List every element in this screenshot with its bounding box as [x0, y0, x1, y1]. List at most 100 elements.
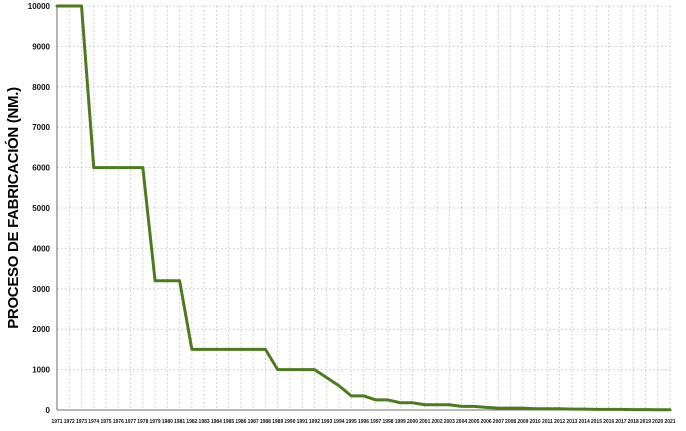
x-tick-label: 2018 — [628, 419, 639, 425]
x-tick-label: 2014 — [579, 419, 590, 425]
data-point — [411, 401, 414, 404]
x-tick-label: 2006 — [481, 419, 492, 425]
x-tick-label: 2016 — [603, 419, 614, 425]
data-point — [68, 5, 71, 7]
x-tick-label: 1991 — [297, 419, 308, 425]
data-point — [374, 399, 377, 401]
series — [55, 4, 672, 412]
data-point — [595, 408, 598, 411]
data-point — [129, 166, 132, 169]
y-tick-label: 5000 — [32, 204, 50, 213]
x-tick-label: 1981 — [174, 419, 185, 425]
data-point — [644, 408, 647, 411]
data-point — [227, 348, 230, 351]
data-point — [362, 395, 365, 397]
x-tick-label: 1996 — [358, 419, 369, 425]
data-point — [350, 395, 353, 397]
x-tick-label: 1984 — [211, 419, 222, 425]
x-tick-label: 1980 — [162, 419, 173, 425]
y-tick-labels: 0 1000 2000 3000 4000 5000 6000 7000 8000 9000 100… — [28, 2, 51, 415]
data-point — [485, 406, 487, 409]
data-point — [522, 407, 524, 409]
data-point — [215, 348, 218, 351]
data-point — [264, 348, 267, 351]
x-tick-label: 1995 — [346, 419, 357, 425]
x-tick-label: 2017 — [615, 419, 626, 425]
data-point — [105, 166, 107, 169]
x-tick-label: 2021 — [664, 419, 675, 425]
data-point — [191, 348, 193, 351]
x-tick-label: 1975 — [100, 419, 111, 425]
data-point — [546, 407, 549, 410]
x-tick-label: 1986 — [235, 419, 246, 425]
data-point — [460, 405, 463, 408]
data-point — [558, 407, 561, 410]
data-point — [178, 279, 181, 282]
data-point — [424, 403, 426, 406]
x-tick-label: 2010 — [530, 419, 541, 425]
data-point — [325, 376, 328, 379]
y-axis-label: PROCESO DE FABRICACIÓN (NM.) — [4, 87, 22, 329]
x-tick-label: 2008 — [505, 419, 516, 425]
data-point — [301, 368, 304, 371]
x-tick-label: 1989 — [272, 419, 283, 425]
x-tick-label: 2004 — [456, 419, 467, 425]
x-tick-label: 2001 — [419, 419, 430, 425]
x-tick-label: 2012 — [554, 419, 565, 425]
data-point — [117, 166, 120, 169]
data-point — [669, 408, 671, 411]
data-point — [289, 368, 291, 371]
x-tick-label: 1997 — [370, 419, 381, 425]
x-tick-label: 1994 — [333, 419, 344, 425]
y-tick-label: 8000 — [32, 83, 50, 92]
x-tick-label: 1985 — [223, 419, 234, 425]
x-tick-label: 1979 — [150, 419, 161, 425]
gridlines — [57, 5, 671, 410]
y-tick-label: 9000 — [32, 42, 50, 51]
data-point — [399, 401, 402, 404]
data-point — [92, 166, 95, 169]
data-point — [240, 348, 242, 351]
data-point — [473, 405, 475, 408]
x-tick-label: 1983 — [199, 419, 210, 425]
data-point — [154, 279, 156, 282]
x-tick-label: 2020 — [652, 419, 663, 425]
x-tick-label: 1990 — [284, 419, 295, 425]
y-tick-label: 10000 — [28, 2, 51, 11]
x-tick-label: 1992 — [309, 419, 320, 425]
x-tick-label: 2019 — [640, 419, 651, 425]
x-tick-label: 1971 — [51, 419, 62, 425]
data-point — [656, 408, 659, 411]
data-point — [497, 407, 500, 409]
data-point — [142, 166, 144, 169]
data-point — [166, 279, 169, 282]
x-tick-label: 1974 — [88, 419, 99, 425]
x-tick-label: 1972 — [64, 419, 75, 425]
y-tick-label: 7000 — [32, 123, 50, 132]
x-tick-label: 2007 — [493, 419, 504, 425]
data-point — [448, 403, 451, 406]
data-point — [509, 407, 512, 409]
x-tick-label: 2013 — [566, 419, 577, 425]
data-point — [571, 408, 573, 410]
x-tick-label: 1982 — [186, 419, 197, 425]
data-point — [338, 384, 340, 387]
data-point — [203, 348, 205, 351]
x-tick-label: 2002 — [431, 419, 442, 425]
data-point — [252, 348, 254, 351]
x-tick-label: 2011 — [542, 419, 553, 425]
data-point — [534, 407, 536, 410]
y-tick-label: 0 — [46, 406, 51, 415]
data-point — [387, 399, 389, 401]
x-tick-label: 1976 — [113, 419, 124, 425]
y-tick-label: 2000 — [32, 325, 50, 334]
x-tick-label: 1978 — [137, 419, 148, 425]
data-point — [80, 5, 83, 7]
x-tick-label: 2015 — [591, 419, 602, 425]
y-tick-label: 6000 — [32, 164, 50, 173]
data-point — [620, 408, 622, 411]
data-point — [56, 5, 58, 7]
data-point — [436, 403, 438, 406]
x-tick-label: 2009 — [517, 419, 528, 425]
